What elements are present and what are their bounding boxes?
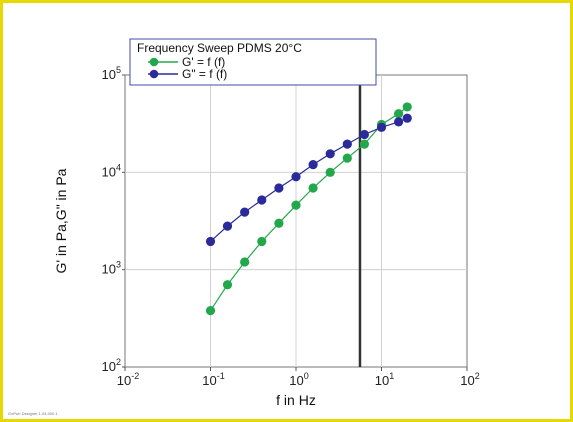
data-point [291, 172, 301, 182]
data-point [402, 102, 412, 112]
data-point [222, 221, 233, 231]
data-point [205, 305, 216, 316]
legend-entry-label: G' = f (f) [182, 55, 225, 69]
y-axis-label: G' in Pa,G" in Pa [53, 168, 69, 273]
data-point [274, 183, 284, 193]
legend-marker [149, 57, 159, 67]
data-point [274, 218, 284, 228]
data-point [257, 236, 267, 247]
data-point [394, 109, 404, 119]
y-tick-label: 102 [102, 357, 121, 374]
data-point [308, 183, 318, 193]
data-point [240, 207, 250, 217]
data-point [325, 149, 335, 159]
x-axis-label: f in Hz [276, 392, 316, 408]
data-point [342, 139, 352, 149]
legend-entries: G' = f (f)G" = f (f) [148, 55, 227, 81]
footnote: GoPub Designer 1.04.000.1 [8, 411, 58, 416]
series-layer [205, 102, 412, 316]
data-point [325, 167, 335, 177]
y-tick-label: 105 [102, 65, 121, 82]
data-point [402, 113, 412, 123]
data-point [291, 200, 301, 210]
data-point [205, 236, 216, 247]
legend-marker [149, 69, 159, 79]
x-tick-label: 102 [460, 371, 479, 388]
x-tick-label: 10-2 [117, 371, 139, 388]
legend-entry-label: G" = f (f) [182, 67, 227, 81]
y-tick-label: 104 [102, 162, 121, 179]
data-point [342, 153, 352, 163]
x-tick-labels: 10-2 10-1 100 101 102 [117, 367, 480, 388]
series-g-double-prime [205, 113, 412, 247]
legend-title: Frequency Sweep PDMS 20°C [137, 41, 302, 55]
y-tick-label: 103 [102, 260, 121, 277]
data-point [257, 195, 267, 205]
data-point [376, 122, 387, 132]
data-point [394, 117, 404, 127]
x-tick-label: 10-1 [202, 371, 224, 388]
data-point [308, 160, 318, 170]
legend: Frequency Sweep PDMS 20°C G' = f (f)G" =… [129, 38, 377, 86]
x-tick-label: 101 [375, 371, 394, 388]
data-point [359, 139, 370, 149]
data-point [222, 280, 233, 290]
x-tick-label: 100 [289, 371, 308, 388]
data-point [240, 257, 250, 267]
y-tick-labels: 102 103 104 105 [102, 65, 125, 374]
data-point [359, 129, 370, 140]
